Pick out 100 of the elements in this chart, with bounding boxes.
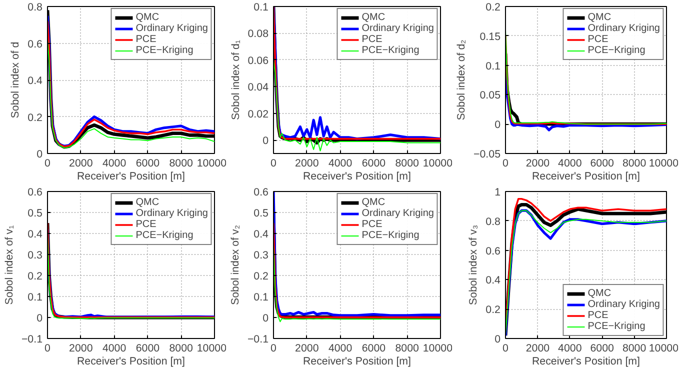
- legend-label: PCE−Kriging: [136, 230, 194, 241]
- y-tick-label: 0.6: [28, 38, 43, 50]
- x-tick-label: 0: [44, 158, 51, 170]
- y-tick-label: 0.3: [28, 250, 43, 262]
- y-tick-label: 0: [262, 312, 269, 324]
- y-tick-label: 0.2: [486, 304, 501, 316]
- x-tick-label: 8000: [395, 342, 420, 354]
- y-tick-label: 0.2: [28, 270, 43, 282]
- x-tick-label: 4000: [102, 342, 126, 354]
- x-tick-label: 6000: [136, 342, 160, 354]
- legend-label: QMC: [588, 288, 612, 299]
- legend-label: Ordinary Kriging: [588, 23, 660, 34]
- x-tick-label: 0: [502, 158, 509, 170]
- y-tick-label: 0.04: [248, 82, 269, 94]
- y-tick-label: 0.6: [486, 245, 501, 258]
- x-axis-title: Receiver's Position [m]: [532, 356, 640, 368]
- y-tick-label: 1: [494, 186, 501, 198]
- y-axis-title: Sobol index of v₂: [229, 225, 242, 305]
- legend-label: PCE−Kriging: [136, 45, 194, 56]
- legend-label: QMC: [588, 12, 612, 23]
- y-tick-label: 0.6: [254, 186, 269, 198]
- y-tick-label: 0.6: [28, 186, 43, 198]
- legend-label: Ordinary Kriging: [136, 23, 208, 34]
- y-tick-label: 0: [262, 135, 269, 148]
- y-tick-label: 0.2: [486, 2, 501, 14]
- legend-label: PCE: [588, 34, 608, 45]
- legend-label: Ordinary Kriging: [362, 23, 434, 34]
- y-tick-label: 0.4: [28, 228, 43, 240]
- y-tick-label: 0.02: [248, 108, 269, 120]
- y-tick-label: 0.4: [254, 228, 269, 240]
- x-tick-label: 2000: [526, 342, 550, 354]
- x-tick-label: 2000: [295, 158, 319, 170]
- legend-label: PCE: [362, 34, 382, 45]
- x-tick-label: 6000: [590, 342, 614, 354]
- x-tick-label: 0: [502, 342, 509, 354]
- y-tick-label: 0.2: [28, 112, 43, 124]
- x-tick-label: 0: [44, 342, 51, 354]
- y-tick-label: 0.1: [254, 292, 269, 304]
- legend-label: PCE−Kriging: [588, 45, 646, 56]
- x-tick-label: 8000: [622, 158, 646, 170]
- legend-label: Ordinary Kriging: [362, 208, 434, 219]
- y-tick-label: 0.08: [248, 28, 269, 40]
- x-tick-label: 8000: [395, 158, 420, 170]
- legend-label: PCE−Kriging: [588, 321, 646, 332]
- legend-label: PCE: [362, 219, 382, 230]
- y-tick-label: 0.8: [486, 216, 501, 228]
- x-tick-label: 10000: [422, 342, 453, 354]
- x-tick-label: 4000: [328, 158, 352, 170]
- x-tick-label: 4000: [328, 342, 352, 354]
- legend-label: QMC: [362, 12, 386, 23]
- x-axis-title: Receiver's Position [m]: [302, 356, 412, 368]
- y-axis-title: Sobol index of d: [10, 42, 22, 118]
- legend-label: PCE: [136, 219, 156, 230]
- x-tick-label: 6000: [362, 158, 386, 170]
- y-tick-label: 0.15: [480, 30, 501, 43]
- y-tick-label: 0.4: [28, 75, 43, 87]
- y-tick-label: 0.1: [254, 2, 269, 14]
- legend-label: Ordinary Kriging: [588, 299, 660, 310]
- y-tick-label: 0: [494, 119, 501, 132]
- y-axis-title: Sobol index of d₁: [230, 40, 242, 120]
- x-tick-label: 4000: [102, 158, 126, 170]
- x-tick-label: 10000: [648, 342, 679, 354]
- x-tick-label: 6000: [136, 158, 160, 170]
- legend-label: PCE−Kriging: [362, 230, 420, 241]
- y-tick-label: −0.1: [247, 334, 269, 346]
- x-tick-label: 4000: [558, 342, 582, 354]
- x-axis-title: Receiver's Position [m]: [76, 356, 186, 368]
- x-tick-label: 6000: [362, 342, 386, 354]
- legend-label: PCE: [588, 310, 608, 321]
- y-tick-label: 0.3: [254, 250, 269, 262]
- x-axis-title: Receiver's Position [m]: [302, 170, 412, 182]
- y-tick-label: −0.05: [474, 148, 501, 160]
- y-tick-label: 0.5: [28, 208, 43, 220]
- x-tick-label: 10000: [648, 158, 679, 170]
- y-tick-label: 0.2: [254, 270, 269, 282]
- x-tick-label: 2000: [69, 158, 93, 170]
- y-tick-label: 0.06: [248, 54, 269, 67]
- y-tick-label: 0: [494, 334, 501, 346]
- y-tick-label: 0: [36, 312, 43, 324]
- y-tick-label: 0.8: [28, 2, 43, 14]
- x-tick-label: 10000: [196, 342, 227, 354]
- x-tick-label: 10000: [422, 158, 453, 170]
- x-tick-label: 0: [270, 342, 277, 354]
- legend-label: QMC: [136, 12, 160, 23]
- y-tick-label: 0.5: [254, 208, 269, 220]
- x-axis-title: Receiver's Position [m]: [76, 170, 186, 182]
- legend-label: QMC: [362, 197, 386, 208]
- x-tick-label: 0: [270, 158, 277, 170]
- x-tick-label: 2000: [526, 158, 550, 170]
- legend-label: QMC: [136, 197, 160, 208]
- x-tick-label: 8000: [622, 342, 646, 354]
- y-tick-label: 0.05: [480, 90, 501, 102]
- legend-label: PCE: [136, 34, 156, 45]
- y-axis-title: Sobol index of v₁: [3, 224, 16, 305]
- x-tick-label: 2000: [295, 342, 319, 354]
- y-axis-title: Sobol index of d₂: [456, 40, 468, 120]
- y-axis-title: Sobol index of v₃: [468, 224, 480, 306]
- x-tick-label: 4000: [558, 158, 582, 170]
- x-tick-label: 10000: [196, 158, 227, 170]
- y-tick-label: 0.1: [486, 60, 501, 72]
